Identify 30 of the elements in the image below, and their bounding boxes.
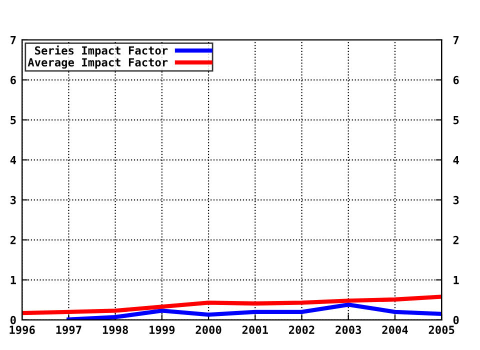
x-tick-label: 2001 [242, 326, 268, 334]
y-tick-label: 5 [10, 116, 16, 124]
x-tick-label: 2002 [289, 326, 314, 334]
y-tick-label: 3 [10, 196, 16, 204]
x-tick-label: 2003 [336, 326, 362, 334]
y-tick-label: 2 [10, 236, 16, 244]
y2-tick-label: 1 [454, 276, 459, 284]
legend-label: Average Impact Factor [28, 58, 168, 69]
line-series [22, 294, 442, 316]
y-tick-label: 4 [10, 156, 16, 164]
y-tick-label: 7 [10, 36, 16, 44]
x-tick-label: 1996 [10, 326, 35, 334]
x-tick-label: 1997 [56, 326, 82, 334]
line-series [66, 302, 442, 320]
x-tick-label: 2004 [382, 326, 408, 334]
y-tick-label: 0 [10, 316, 16, 324]
y2-tick-label: 6 [453, 76, 459, 84]
x-tick-label: 2000 [196, 326, 222, 334]
y2-tick-label: 4 [453, 156, 459, 164]
y-tick-label: 1 [10, 276, 16, 284]
y2-tick-label: 5 [453, 116, 459, 124]
x-tick-label: 2005 [428, 326, 454, 334]
x-tick-label: 1998 [102, 326, 128, 334]
legend-label: Series Impact Factor [35, 45, 168, 57]
y2-tick-label: 3 [453, 196, 459, 204]
y2-tick-label: 7 [453, 36, 459, 44]
y2-tick-label: 0 [453, 316, 459, 324]
y-tick-label: 6 [10, 76, 16, 84]
y2-tick-label: 2 [453, 236, 458, 244]
x-tick-label: 1999 [150, 326, 175, 334]
